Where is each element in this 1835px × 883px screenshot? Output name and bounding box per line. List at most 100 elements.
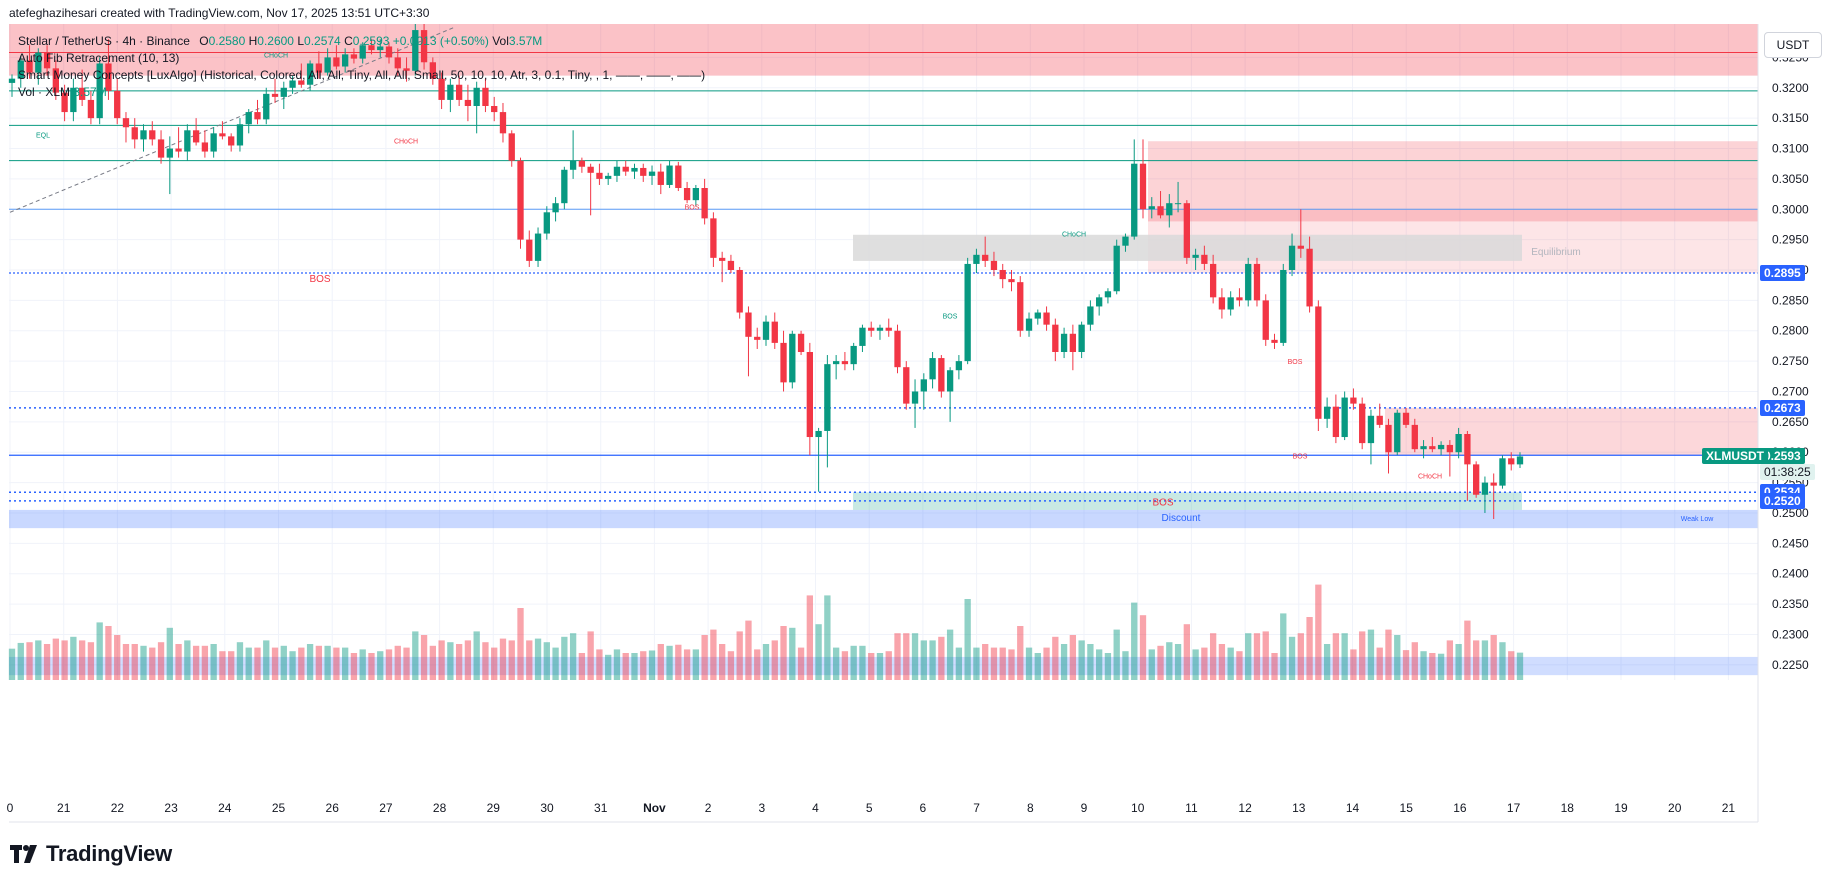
candle-body — [569, 160, 577, 170]
time-axis: 0 21 22 23 24 25 26 27 28 29 30 31 Nov 2 3 4 5 6 7 8 9 10 11 12… — [7, 801, 1758, 823]
time-tick-label: 7 — [973, 801, 980, 815]
time-tick-label: 29 — [487, 801, 501, 815]
volume-bar — [219, 651, 226, 680]
candle-body — [1332, 406, 1340, 438]
volume-bar — [754, 649, 761, 680]
volume-bar — [1437, 653, 1445, 680]
volume-bar — [201, 645, 209, 680]
candle-body — [1104, 291, 1112, 298]
indicator-volume[interactable]: Vol · XLM 3.57M — [18, 85, 107, 99]
volume-bar — [876, 653, 884, 680]
volume-bar — [903, 633, 910, 680]
ohlc-legend: Stellar / TetherUS · 4h · Binance O0.258… — [18, 34, 542, 48]
currency-button[interactable]: USDT — [1764, 32, 1822, 58]
candle-body — [719, 257, 726, 261]
volume-bar — [491, 647, 498, 680]
time-tick-label: Nov — [643, 801, 666, 815]
candle-body — [149, 130, 156, 140]
volume-bar — [1157, 645, 1164, 680]
volume-bar — [824, 595, 831, 680]
volume-bar — [280, 645, 287, 680]
candle-body — [552, 203, 559, 213]
candle-body — [26, 60, 33, 73]
volume-bar — [1025, 647, 1033, 680]
candle-body — [683, 188, 691, 201]
candle-body — [1236, 297, 1243, 301]
time-tick-label: 15 — [1400, 801, 1414, 815]
volume-bar — [955, 647, 963, 680]
volume-bar — [17, 642, 24, 680]
volume-bar — [543, 642, 550, 680]
volume-bar — [140, 645, 147, 680]
volume-bar — [1052, 636, 1059, 680]
symbol-title[interactable]: Stellar / TetherUS · 4h · Binance — [18, 34, 190, 48]
candle-body — [70, 87, 77, 113]
candle-body — [605, 175, 612, 179]
candle-body — [114, 90, 121, 119]
volume-bar — [52, 638, 59, 680]
candle-body — [789, 333, 796, 383]
volume-bar — [368, 653, 375, 680]
candle-body — [1139, 163, 1147, 210]
volume-bar — [96, 622, 103, 680]
volume-bar — [1508, 651, 1515, 680]
tradingview-logo[interactable]: TradingView — [10, 841, 172, 866]
candle-body — [324, 57, 331, 73]
price-tick-label: 0.2500 — [1772, 506, 1809, 520]
time-tick-label: 8 — [1027, 801, 1034, 815]
volume-bar — [1490, 635, 1497, 680]
candle-body — [429, 62, 436, 79]
volume-bar — [832, 647, 840, 680]
volume-bar — [245, 647, 252, 680]
candle-body — [1209, 263, 1217, 298]
candle-body — [298, 80, 305, 85]
candle-body — [517, 160, 524, 240]
candle-body — [1008, 279, 1015, 283]
volume-bar — [859, 645, 866, 680]
smc-label: BOS — [1288, 359, 1303, 366]
volume-bars — [8, 584, 1524, 680]
volume-bar — [455, 644, 463, 680]
candle-body — [1043, 312, 1050, 325]
candle-body — [52, 68, 59, 93]
price-tick-label: 0.2850 — [1772, 293, 1809, 307]
tradingview-wordmark: TradingView — [46, 841, 172, 866]
candle-body — [192, 130, 200, 143]
time-tick-label: 0 — [7, 801, 14, 815]
volume-bar — [920, 640, 927, 680]
candle-body — [876, 327, 884, 331]
bar-countdown: 01:38:25 — [1760, 464, 1815, 481]
time-tick-label: 17 — [1507, 801, 1521, 815]
candle-body — [210, 133, 217, 152]
volume-bar — [534, 638, 542, 680]
volume-bar — [1253, 633, 1261, 680]
indicator-fib[interactable]: Auto Fib Retracement (10, 13) — [18, 51, 180, 65]
candle-body — [1367, 415, 1375, 444]
candle-body — [622, 166, 629, 172]
volume-bar — [797, 647, 805, 680]
volume-bar — [631, 653, 638, 680]
candle-body — [245, 112, 252, 125]
candle-body — [1473, 464, 1480, 495]
candle-body — [61, 92, 68, 113]
candle-body — [1359, 403, 1366, 444]
chart-grid — [9, 24, 1758, 680]
smc-label: BOS — [1293, 453, 1308, 460]
candle-body — [289, 80, 296, 88]
volume-bar — [868, 653, 875, 680]
candle-body — [762, 321, 770, 340]
volume-bar — [412, 631, 419, 680]
time-tick-label: 19 — [1614, 801, 1628, 815]
candle-body — [359, 45, 366, 59]
indicator-smc[interactable]: Smart Money Concepts [LuxAlgo] (Historic… — [18, 68, 706, 82]
volume-bar — [1455, 644, 1462, 680]
volume-bar — [1350, 649, 1357, 680]
volume-bar — [1113, 629, 1120, 680]
volume-bar — [350, 653, 358, 680]
open-value: 0.2580 — [208, 34, 246, 48]
volume-bar — [333, 647, 340, 680]
candle-body — [1227, 297, 1234, 310]
volume-bar — [122, 644, 130, 680]
volume-bar — [114, 635, 121, 680]
